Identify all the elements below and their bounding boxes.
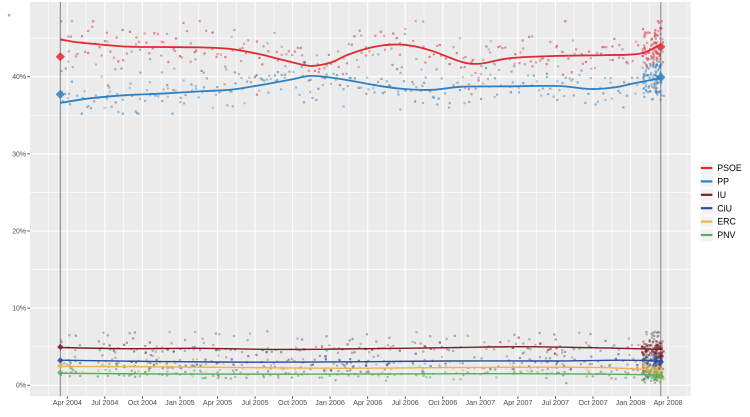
svg-text:PP: PP (717, 177, 729, 187)
svg-text:Oct 2007: Oct 2007 (578, 398, 607, 407)
svg-text:Jan 2006: Jan 2006 (315, 398, 345, 407)
svg-text:Oct 2005: Oct 2005 (278, 398, 307, 407)
svg-text:Jul 2004: Jul 2004 (91, 398, 118, 407)
svg-text:Apr 2005: Apr 2005 (203, 398, 232, 407)
svg-text:Apr 2007: Apr 2007 (503, 398, 532, 407)
svg-text:Jul 2005: Jul 2005 (242, 398, 269, 407)
svg-text:30%: 30% (12, 151, 26, 158)
svg-text:Oct 2004: Oct 2004 (128, 398, 157, 407)
svg-text:40%: 40% (12, 74, 26, 81)
svg-text:CiU: CiU (717, 203, 732, 213)
svg-text:PNV: PNV (717, 230, 735, 240)
svg-text:PSOE: PSOE (717, 163, 742, 173)
svg-text:Jul 2006: Jul 2006 (392, 398, 419, 407)
svg-text:Jan 2008: Jan 2008 (616, 398, 646, 407)
svg-text:Apr 2004: Apr 2004 (53, 398, 82, 407)
svg-text:10%: 10% (12, 306, 26, 313)
svg-text:Jan 2007: Jan 2007 (466, 398, 496, 407)
svg-text:Jan 2005: Jan 2005 (165, 398, 195, 407)
svg-text:Apr 2008: Apr 2008 (654, 398, 683, 407)
svg-text:IU: IU (717, 190, 726, 200)
svg-text:0%: 0% (16, 383, 26, 390)
svg-text:ERC: ERC (717, 217, 736, 227)
svg-text:Apr 2006: Apr 2006 (353, 398, 382, 407)
svg-text:Jul 2007: Jul 2007 (542, 398, 569, 407)
svg-text:Oct 2006: Oct 2006 (428, 398, 457, 407)
svg-text:20%: 20% (12, 228, 26, 235)
